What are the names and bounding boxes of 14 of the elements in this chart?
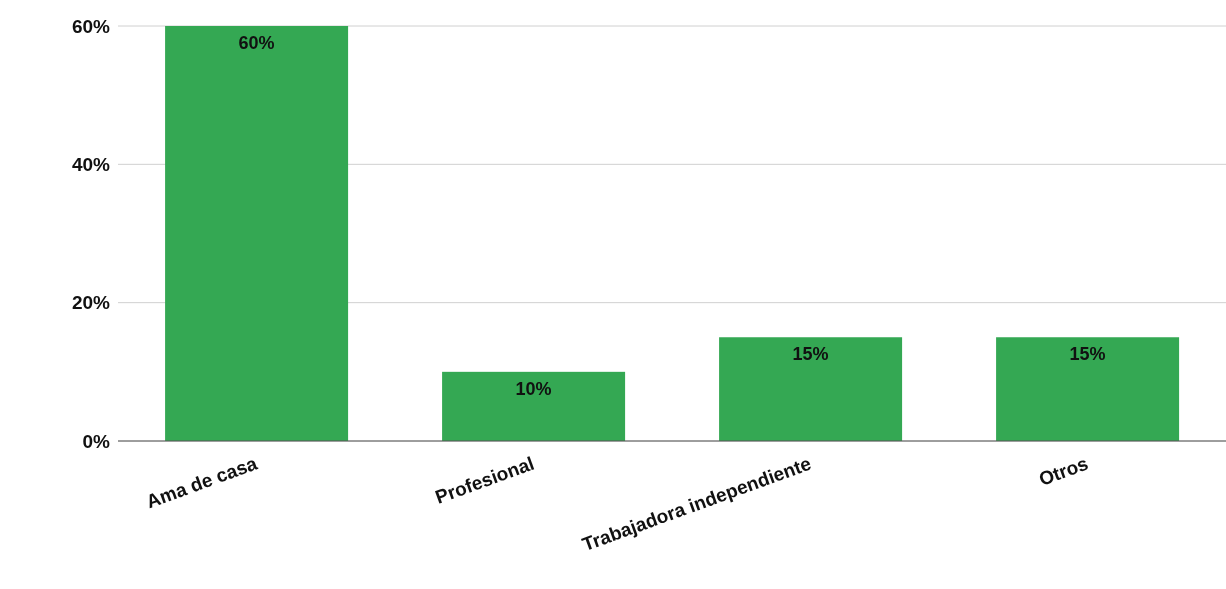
y-tick-label: 20%: [71, 292, 111, 314]
bar: [165, 26, 349, 441]
x-tick-label: Ama de casa: [143, 452, 261, 513]
x-tick-label: Otros: [1036, 452, 1091, 490]
bar: [996, 337, 1180, 441]
y-tick-label: 40%: [71, 154, 111, 176]
data-label: 10%: [515, 378, 552, 399]
data-label: 60%: [238, 32, 275, 53]
bar: [442, 371, 626, 441]
bar: [719, 337, 903, 441]
y-tick-label: 60%: [71, 15, 111, 37]
data-label: 15%: [1069, 344, 1106, 365]
y-tick-label: 0%: [82, 430, 111, 452]
data-label: 15%: [792, 344, 829, 365]
